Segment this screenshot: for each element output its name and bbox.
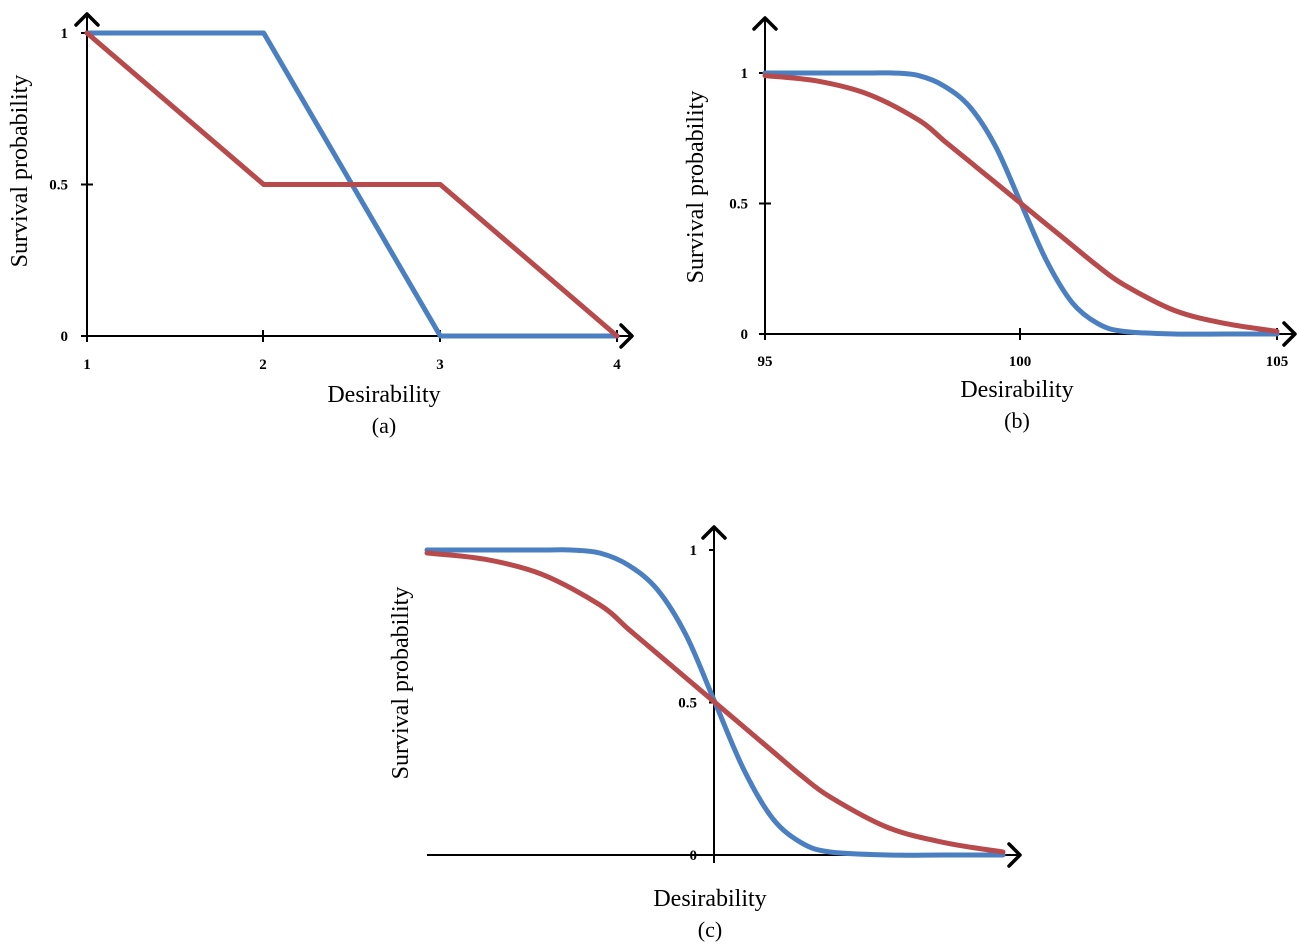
y-tick-label: 0.5 — [729, 197, 748, 213]
x-tick-label: 3 — [436, 357, 444, 373]
series-line-red — [762, 73, 1280, 334]
y-axis-label: Survival probability — [683, 91, 709, 284]
x-axis-arrow-icon — [1282, 321, 1297, 347]
y-tick-label: 0 — [61, 329, 69, 345]
panel-caption: (c) — [698, 917, 722, 942]
x-tick-label: 4 — [613, 357, 621, 373]
y-tick-label: 1 — [690, 543, 698, 559]
series-line-red — [424, 550, 1006, 855]
x-tick-label: 100 — [1009, 354, 1032, 370]
y-tick-label: 0 — [741, 327, 749, 343]
chart-panel-a: 0 0.5 1 1 2 3 4 Desirability Survival probabilit… — [7, 12, 634, 438]
y-axis-arrow-icon — [752, 16, 778, 31]
x-tick-label: 2 — [259, 357, 267, 373]
y-tick-label: 0.5 — [678, 696, 697, 712]
y-tick-label: 1 — [61, 26, 69, 42]
x-axis-label: Desirability — [327, 382, 440, 408]
y-axis-label: Survival probability — [388, 587, 414, 780]
x-axis-label: Desirability — [960, 377, 1073, 403]
chart-panel-c: 0 0.5 1 Desirability Survival probability (c) — [388, 525, 1022, 942]
y-tick-label: 0.5 — [49, 178, 68, 194]
series-line-red — [84, 30, 620, 339]
y-tick-label: 0 — [690, 848, 698, 864]
y-tick-label: 1 — [741, 66, 749, 82]
series-line-blue — [424, 547, 1006, 858]
panel-caption: (a) — [372, 413, 396, 438]
x-tick-label: 95 — [758, 354, 773, 370]
x-axis-arrow-icon — [619, 323, 634, 349]
series-line-blue — [762, 70, 1280, 337]
x-tick-label: 105 — [1266, 354, 1289, 370]
x-axis-arrow-icon — [1007, 842, 1022, 868]
chart-panel-b: 0 0.5 1 95 100 105 Desirability Survival probab… — [683, 16, 1297, 433]
y-axis-arrow-icon — [74, 12, 100, 27]
panel-caption: (b) — [1004, 408, 1030, 433]
y-axis-arrow-icon — [701, 525, 727, 540]
x-tick-label: 1 — [83, 357, 91, 373]
x-axis-label: Desirability — [653, 886, 766, 912]
y-axis-label: Survival probability — [7, 75, 33, 268]
